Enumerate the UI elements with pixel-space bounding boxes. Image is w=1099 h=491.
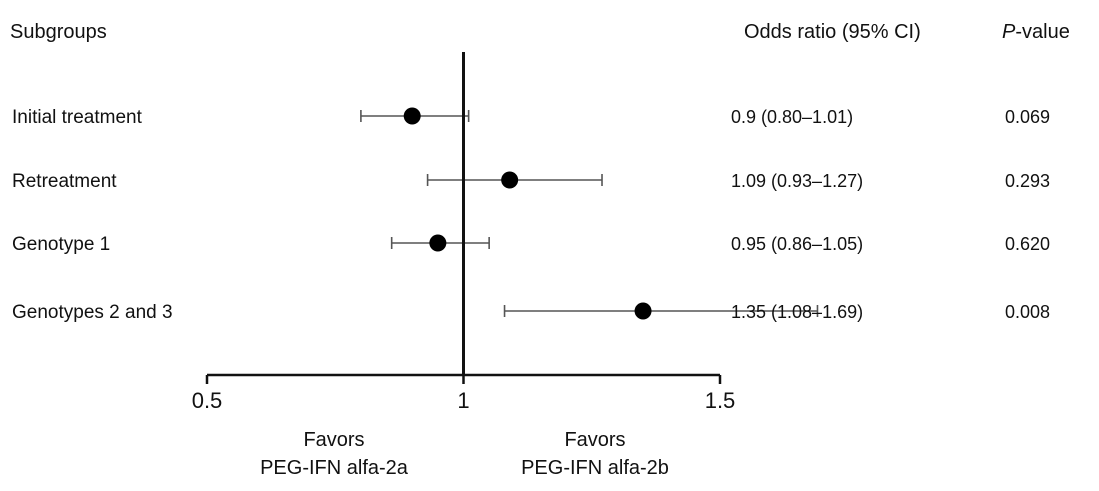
x-axis-tick-label: 1 xyxy=(457,388,469,413)
x-axis: 0.5 1 1.5 xyxy=(192,52,736,413)
header-subgroups: Subgroups xyxy=(10,21,107,43)
forest-row: Genotypes 2 and 3 1.35 (1.08–1.69) 0.008 xyxy=(12,302,1050,323)
favors-right-line2: PEG-IFN alfa-2b xyxy=(521,457,669,479)
odds-ratio-marker xyxy=(429,234,447,252)
p-value-text: 0.620 xyxy=(1005,234,1050,254)
favors-left-line1: Favors xyxy=(303,429,364,451)
header-odds-ratio: Odds ratio (95% CI) xyxy=(744,21,921,43)
row-label: Genotypes 2 and 3 xyxy=(12,302,173,323)
forest-row: Genotype 1 0.95 (0.86–1.05) 0.620 xyxy=(12,234,1050,255)
x-axis-tick-label: 1.5 xyxy=(705,388,736,413)
odds-ratio-marker xyxy=(634,302,652,320)
odds-ratio-text: 0.95 (0.86–1.05) xyxy=(731,234,863,254)
p-value-text: 0.069 xyxy=(1005,107,1050,127)
header-p-rest: -value xyxy=(1015,21,1069,43)
row-label: Genotype 1 xyxy=(12,234,110,255)
favors-left-line2: PEG-IFN alfa-2a xyxy=(260,457,409,479)
header-p-italic: P xyxy=(1002,21,1016,43)
row-label: Retreatment xyxy=(12,171,117,192)
p-value-text: 0.008 xyxy=(1005,302,1050,322)
odds-ratio-text: 1.09 (0.93–1.27) xyxy=(731,171,863,191)
p-value-text: 0.293 xyxy=(1005,171,1050,191)
odds-ratio-marker xyxy=(501,171,519,189)
odds-ratio-text: 0.9 (0.80–1.01) xyxy=(731,107,853,127)
forest-rows: Initial treatment 0.9 (0.80–1.01) 0.069 Ret… xyxy=(12,107,1050,323)
forest-row: Initial treatment 0.9 (0.80–1.01) 0.069 xyxy=(12,107,1050,128)
odds-ratio-marker xyxy=(403,107,421,125)
x-axis-tick-label: 0.5 xyxy=(192,388,223,413)
header-p-value: P-value xyxy=(1002,21,1070,43)
favors-right-line1: Favors xyxy=(564,429,625,451)
row-label: Initial treatment xyxy=(12,107,143,128)
forest-row: Retreatment 1.09 (0.93–1.27) 0.293 xyxy=(12,171,1050,192)
odds-ratio-text: 1.35 (1.08–1.69) xyxy=(731,302,863,322)
